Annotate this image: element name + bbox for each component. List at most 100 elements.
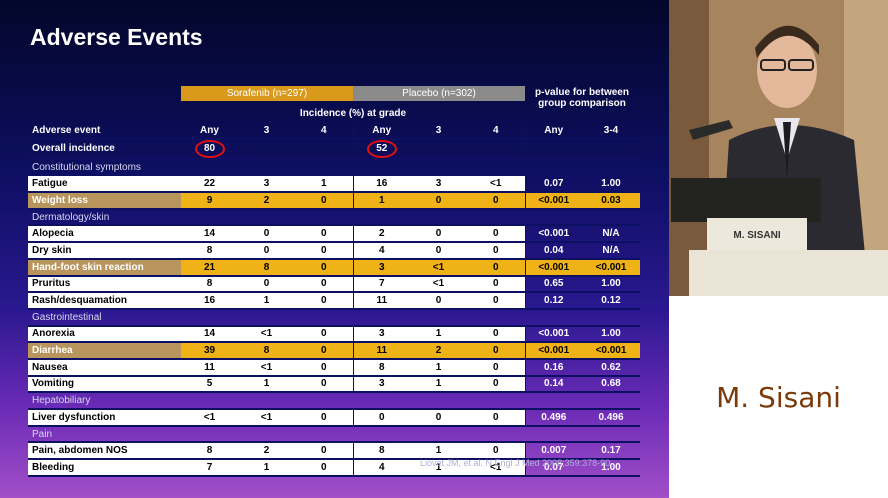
section-row: Constitutional symptoms [28, 158, 640, 177]
table-cell: 14 [181, 225, 238, 244]
table-cell: 1.00 [582, 175, 640, 194]
incidence-header: Incidence (%) at grade [299, 108, 407, 119]
table-cell: 22 [181, 175, 238, 194]
table-cell: 3 [352, 375, 410, 394]
table-cell: 1 [410, 358, 467, 377]
table-cell: 2 [238, 192, 295, 210]
table-cell: 0 [295, 409, 353, 427]
table-cell: 0 [467, 375, 525, 394]
sorafenib-overall-circle: 80 [194, 139, 225, 157]
table-cell: 2 [410, 342, 467, 360]
table-cell: <1 [410, 258, 467, 277]
event-name: Anorexia [28, 325, 181, 344]
column-header: Adverse event [28, 123, 181, 140]
table-row: Bleeding 7 1 0 4 1 <1 0.07 1.00 [28, 459, 640, 477]
table-cell: <0.001 [524, 325, 582, 344]
sorafenib-group-header: Sorafenib (n=297) [181, 86, 353, 101]
table-cell: 8 [181, 275, 238, 294]
table-cell: 0.17 [582, 442, 640, 461]
column-header: Any [524, 123, 582, 140]
event-name: Vomiting [28, 375, 181, 394]
table-cell: 16 [352, 175, 410, 194]
section-row: Gastrointestinal [28, 308, 640, 327]
slide-title: Adverse Events [30, 24, 203, 50]
table-cell: <0.001 [524, 225, 582, 244]
table-cell: 0 [295, 242, 353, 260]
table-cell: 0 [467, 409, 525, 427]
table-row: Pain, abdomen NOS 8 2 0 8 1 0 0.007 0.17 [28, 442, 640, 461]
table-cell: 0 [295, 459, 353, 477]
table-cell: 0 [295, 342, 353, 360]
table-cell: 1 [410, 442, 467, 461]
section-row: Pain [28, 425, 640, 444]
presentation-slide: Adverse Events Sorafenib (n=297) Placebo… [0, 0, 669, 498]
table-cell: 0 [295, 275, 353, 294]
table-cell: 0.07 [524, 175, 582, 194]
table-cell: <1 [467, 459, 525, 477]
event-name: Dry skin [28, 242, 181, 260]
table-cell: 1 [410, 325, 467, 344]
table-cell: 1 [410, 459, 467, 477]
table-cell: <1 [238, 325, 295, 344]
table-row: Anorexia 14 <1 0 3 1 0 <0.001 1.00 [28, 325, 640, 344]
table-cell: 0.16 [524, 358, 582, 377]
table-cell: 0 [238, 225, 295, 244]
table-row: Weight loss 9 2 0 1 0 0 <0.001 0.03 [28, 192, 640, 210]
table-cell: 7 [181, 459, 238, 477]
event-name: Rash/desquamation [28, 292, 181, 310]
column-header: Any [181, 123, 238, 140]
column-header: Any [352, 123, 410, 140]
table-cell: 0 [467, 242, 525, 260]
table-cell: 0 [238, 242, 295, 260]
table-row: Rash/desquamation 16 1 0 11 0 0 0.12 0.12 [28, 292, 640, 310]
table-cell: 0 [295, 442, 353, 461]
table-cell: 0.03 [582, 192, 640, 210]
table-cell: 11 [352, 292, 410, 310]
table-cell: <1 [181, 409, 238, 427]
table-cell: 0 [410, 225, 467, 244]
table-cell: 0 [410, 409, 467, 427]
table-cell: 0 [467, 342, 525, 360]
table-cell: 1 [352, 192, 410, 210]
table-row: Dry skin 8 0 0 4 0 0 0.04 N/A [28, 242, 640, 260]
table-cell: 4 [352, 242, 410, 260]
table-cell: 2 [352, 225, 410, 244]
table-cell: 7 [352, 275, 410, 294]
table-cell: 0 [467, 358, 525, 377]
event-name: Alopecia [28, 225, 181, 244]
table-row: Hand-foot skin reaction 21 8 0 3 <1 0 <0.001 <0.… [28, 258, 640, 277]
table-cell: 0.14 [524, 375, 582, 394]
section-row: Dermatology/skin [28, 208, 640, 227]
table-cell: 2 [238, 442, 295, 461]
table-cell: 0 [467, 258, 525, 277]
table-cell: 14 [181, 325, 238, 344]
table-cell: <1 [410, 275, 467, 294]
event-name: Pain, abdomen NOS [28, 442, 181, 461]
column-header: 3-4 [582, 123, 640, 140]
table-cell: <0.001 [524, 258, 582, 277]
table-cell: 1 [238, 375, 295, 394]
table-cell: 4 [352, 459, 410, 477]
table-cell: 3 [352, 258, 410, 277]
speaker-video: M. SISANI [669, 0, 888, 296]
overall-incidence-label: Overall incidence [28, 138, 181, 160]
table-cell: N/A [582, 225, 640, 244]
table-cell: 5 [181, 375, 238, 394]
table-row: Vomiting 5 1 0 3 1 0 0.14 0.68 [28, 375, 640, 394]
event-name: Pruritus [28, 275, 181, 294]
speaker-nameplate: M. SISANI [733, 230, 780, 241]
event-name: Diarrhea [28, 342, 181, 360]
table-cell: N/A [582, 242, 640, 260]
table-cell: 11 [181, 358, 238, 377]
table-row: Liver dysfunction <1 <1 0 0 0 0 0.496 0.496 [28, 409, 640, 427]
table-row: Fatigue 22 3 1 16 3 <1 0.07 1.00 [28, 175, 640, 194]
column-header: 3 [238, 123, 295, 140]
table-cell: 0 [410, 292, 467, 310]
table-cell: <1 [467, 175, 525, 194]
table-cell: 0.04 [524, 242, 582, 260]
table-cell: 0.62 [582, 358, 640, 377]
table-cell: 0 [467, 225, 525, 244]
placebo-group-header: Placebo (n=302) [353, 86, 525, 101]
adverse-events-table: Adverse event Any 3 4 Any 3 4 Any 3-4 Overall inc… [28, 123, 640, 477]
table-cell: 0 [295, 325, 353, 344]
